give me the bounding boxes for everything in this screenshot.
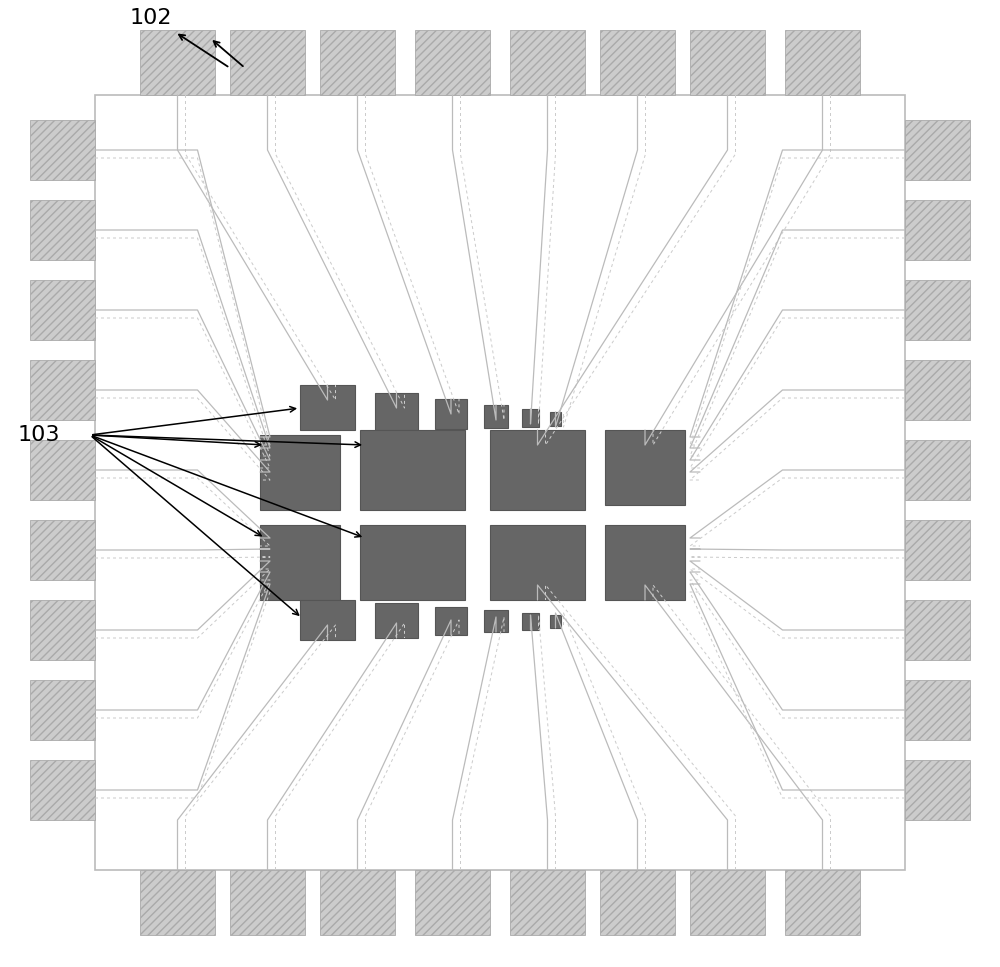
Bar [905, 440, 970, 500]
Bar [785, 870, 860, 935]
Bar [30, 440, 95, 500]
Bar [605, 525, 685, 600]
Bar [415, 30, 490, 95]
Bar [30, 680, 95, 740]
Text: 103: 103 [18, 425, 61, 445]
Bar [690, 870, 765, 935]
Bar [484, 405, 508, 428]
Bar [30, 520, 95, 580]
Bar [905, 200, 970, 260]
Bar [300, 385, 355, 430]
Bar [95, 95, 905, 870]
Bar [375, 603, 418, 638]
Bar [690, 30, 765, 95]
Bar [360, 430, 465, 510]
Bar [510, 30, 585, 95]
Bar [550, 615, 561, 628]
Bar [260, 435, 340, 510]
Bar [30, 280, 95, 340]
Bar [320, 870, 395, 935]
Text: 102: 102 [130, 8, 173, 28]
Bar [435, 607, 467, 635]
Bar [522, 409, 539, 427]
Bar [490, 525, 585, 600]
Bar [600, 870, 675, 935]
Bar [905, 360, 970, 420]
Bar [140, 30, 215, 95]
Bar [600, 30, 675, 95]
Bar [905, 280, 970, 340]
Bar [30, 200, 95, 260]
Bar [435, 399, 467, 429]
Bar [260, 525, 340, 600]
Bar [550, 412, 561, 426]
Bar [605, 430, 685, 505]
Bar [230, 30, 305, 95]
Bar [375, 393, 418, 430]
Bar [785, 30, 860, 95]
Bar [230, 870, 305, 935]
Bar [30, 360, 95, 420]
Bar [300, 600, 355, 640]
Bar [905, 520, 970, 580]
Bar [905, 120, 970, 180]
Bar [905, 600, 970, 660]
Bar [490, 430, 585, 510]
Bar [30, 760, 95, 820]
Bar [30, 600, 95, 660]
Bar [510, 870, 585, 935]
Bar [30, 120, 95, 180]
Bar [522, 613, 539, 630]
Bar [320, 30, 395, 95]
Bar [140, 870, 215, 935]
Bar [484, 610, 508, 632]
Bar [360, 525, 465, 600]
Bar [905, 760, 970, 820]
Bar [415, 870, 490, 935]
Bar [905, 680, 970, 740]
